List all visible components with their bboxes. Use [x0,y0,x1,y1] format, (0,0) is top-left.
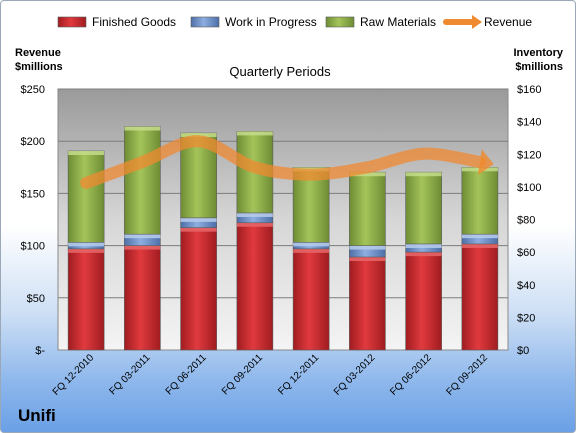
bar-finished-goods [67,248,105,351]
x-tick-label: FQ 03-2012 [332,352,378,398]
bar-cap [405,243,442,248]
x-tick-label: FQ 09-2011 [220,352,265,397]
bar-cap [461,243,498,248]
bar-finished-goods [236,222,274,351]
legend-swatch [57,16,87,28]
left-tick-label: $200 [21,136,45,148]
legend-swatch [325,16,355,28]
x-tick-label: FQ 06-2012 [388,352,434,398]
x-tick-label: FQ 06-2011 [164,352,209,397]
revenue-arrow-head [477,149,494,175]
bar-raw-materials [67,150,105,243]
bar-cap [180,217,217,222]
right-tick-label: $80 [517,215,535,227]
left-axis-title-line2: $millions [15,61,63,73]
left-tick-label: $- [35,345,45,357]
right-axis-title-line2: $millions [515,61,563,73]
bar-finished-goods [292,248,330,351]
legend-label: Raw Materials [360,15,436,29]
bar-raw-materials [124,126,161,235]
legend-arrow-icon [472,15,482,29]
right-tick-label: $120 [517,149,541,161]
legend: Finished Goods Work in Progress Raw Materi… [57,15,532,29]
bar-cap [68,242,105,247]
x-axis-ticks: FQ 12-2010 FQ 03-2011 FQ 06-2011 FQ 09-2011… [51,352,491,398]
right-tick-label: $20 [517,312,535,324]
left-axis-ticks: $- $50 $100 $150 $200 $250 [21,84,46,357]
right-tick-label: $140 [517,117,541,129]
bar-cap [293,248,330,253]
left-tick-label: $250 [21,84,45,96]
bar-cap [236,222,273,227]
bar-finished-goods [349,256,386,351]
bar-cap [124,234,161,239]
bar-cap [124,126,161,131]
bar-cap [349,245,386,250]
left-tick-label: $100 [21,241,45,253]
bar-cap [180,133,217,138]
bar-cap [349,257,386,262]
right-tick-label: $100 [517,182,541,194]
chart-title: Quarterly Periods [229,64,331,79]
bar-cap [124,245,161,250]
bar-finished-goods [124,245,161,351]
left-tick-label: $150 [21,188,45,200]
bar-cap [236,212,273,217]
x-tick-label: FQ 12-2010 [51,352,97,398]
right-axis-title-line1: Inventory [513,47,563,59]
bar-finished-goods [180,227,217,351]
right-tick-label: $0 [517,345,529,357]
x-tick-label: FQ 12-2011 [276,352,321,397]
bar-finished-goods [461,243,499,351]
revenue-line [80,135,486,189]
bar-cap [461,234,498,239]
brand-label: Unifi [18,406,56,425]
revenue-line-group [80,135,494,189]
right-tick-label: $40 [517,280,535,292]
legend-label: Finished Goods [92,15,176,29]
x-tick-label: FQ 03-2011 [108,352,153,397]
bar-cap [68,150,105,155]
bar-raw-materials [349,171,386,246]
bar-cap [236,131,273,136]
bar-cap [405,172,442,177]
left-axis-title-line1: Revenue [15,47,61,59]
right-tick-label: $60 [517,247,535,259]
bar-raw-materials [461,167,499,235]
bar-cap [180,227,217,232]
left-tick-label: $50 [27,293,45,305]
bar-cap [68,248,105,253]
bar-finished-goods [405,251,442,351]
bar-raw-materials [405,171,442,245]
bar-cap [405,252,442,257]
legend-swatch [190,16,220,28]
right-tick-label: $160 [517,84,541,96]
bar-cap [293,242,330,247]
legend-label: Work in Progress [225,15,317,29]
x-tick-label: FQ 09-2012 [444,352,490,398]
bar-cap [349,172,386,177]
right-axis-ticks: $0 $20 $40 $60 $80 $100 $120 $140 $160 [517,84,541,357]
legend-label: Revenue [484,15,532,29]
